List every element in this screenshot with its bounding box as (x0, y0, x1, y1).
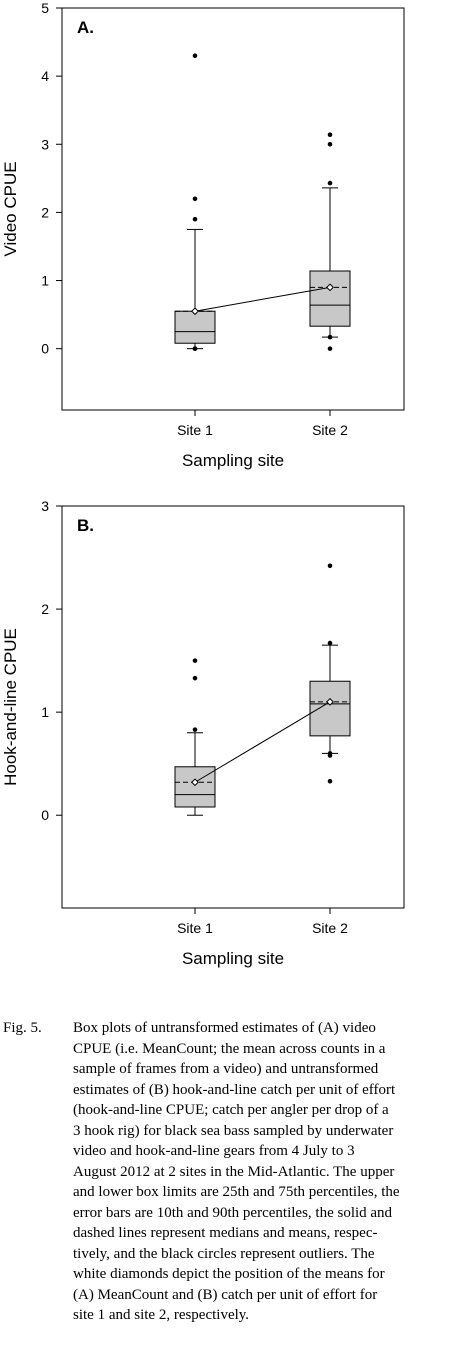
y-axis-title: Video CPUE (1, 161, 20, 256)
panel-label: B. (77, 516, 94, 535)
box-rect (309, 270, 351, 327)
box-rect (174, 310, 216, 344)
outlier-point (192, 346, 198, 351)
chart-b: 0 1 2 3 Site 1 Site 2 Sampling site Hook-and-li… (1, 498, 405, 968)
outlier-point (192, 727, 198, 732)
caption-line: (A) MeanCount and (B) catch per unit of … (73, 1286, 378, 1303)
mean-connector-line (194, 701, 331, 783)
outlier-point (192, 675, 198, 681)
box-1 (174, 53, 216, 351)
mean-diamond (326, 697, 334, 706)
outlier-point (192, 216, 198, 222)
x-tick-label: Site 2 (312, 920, 348, 936)
outlier-point (327, 563, 333, 569)
caption-line: tively, and the black circles represent … (73, 1245, 375, 1262)
caption-line: August 2012 at 2 sites in the Mid-Atlant… (73, 1163, 395, 1180)
box-rect (174, 766, 216, 808)
y-tick-label: 3 (41, 136, 49, 152)
outlier-point (327, 180, 333, 186)
plot-frame (61, 505, 405, 909)
panel-label: A. (77, 18, 94, 37)
box-1 (174, 658, 216, 816)
x-tick-label: Site 1 (177, 422, 213, 438)
x-tick-label: Site 1 (177, 920, 213, 936)
caption-line: estimates of (B) hook-and-line catch per… (73, 1081, 396, 1098)
y-axis-title: Hook-and-line CPUE (1, 628, 20, 786)
outlier-point (327, 334, 333, 340)
outlier-point (192, 196, 198, 202)
outlier-point (192, 53, 198, 58)
mean-diamond (191, 778, 199, 787)
box-rect (309, 680, 351, 737)
outlier-point (327, 346, 333, 351)
caption-line: and lower box limits are 25th and 75th p… (73, 1184, 400, 1200)
x-tick-label: Site 2 (312, 422, 348, 438)
x-axis-title: Sampling site (182, 451, 284, 470)
outlier-point (327, 778, 333, 784)
caption-line: error bars are 10th and 90th percentiles… (73, 1204, 393, 1221)
caption-line: 3 hook rig) for black sea bass sampled b… (73, 1122, 394, 1139)
y-tick-label: 1 (41, 704, 49, 720)
box-2 (309, 563, 351, 784)
outlier-point (192, 658, 198, 663)
y-tick-label: 5 (41, 0, 49, 16)
y-tick-label: 0 (41, 341, 49, 357)
x-axis-title: Sampling site (182, 949, 284, 968)
mean-diamond (191, 307, 199, 316)
caption-line: site 1 and site 2, respectively. (73, 1307, 250, 1323)
caption-line: dashed lines represent medians and means… (73, 1225, 378, 1241)
caption-line: white diamonds depict the position of th… (73, 1266, 385, 1282)
plot-frame (61, 7, 405, 411)
outlier-point (327, 132, 333, 138)
caption-line: sample of frames from a video) and untra… (73, 1061, 379, 1077)
y-tick-label: 2 (41, 204, 49, 220)
figure-caption-label: Fig. 5. (3, 1020, 42, 1036)
caption-line: video and hook-and-line gears from 4 Jul… (73, 1143, 355, 1159)
chart-a: 0 1 2 3 4 5 Site 1 Site 2 Sampling site Video CPU… (1, 0, 405, 470)
y-tick-label: 2 (41, 601, 49, 617)
box-2 (309, 132, 351, 351)
mean-connector-line (194, 286, 331, 312)
mean-diamond (326, 283, 334, 292)
caption-line: CPUE (i.e. MeanCount; the mean across co… (73, 1040, 386, 1057)
y-tick-label: 1 (41, 273, 49, 289)
figure-caption-text: Box plots of untransformed estimates of … (73, 1018, 459, 1326)
y-tick-label: 4 (41, 68, 49, 84)
y-tick-label: 3 (41, 498, 49, 514)
caption-line: Box plots of untransformed estimates of … (73, 1020, 376, 1036)
outlier-point (327, 640, 333, 646)
outlier-point (327, 751, 333, 756)
y-tick-label: 0 (41, 807, 49, 823)
outlier-point (327, 141, 333, 147)
caption-line: (hook-and-line CPUE; catch per angler pe… (73, 1102, 389, 1118)
